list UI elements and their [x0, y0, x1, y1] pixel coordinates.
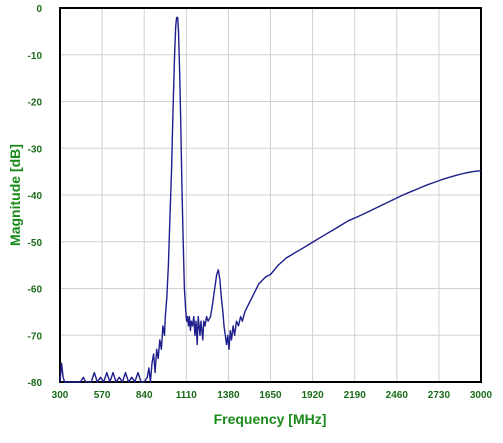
- y-tick-label: -40: [28, 191, 43, 202]
- x-tick-label: 2460: [386, 390, 409, 401]
- y-axis-title: Magnitude [dB]: [7, 144, 23, 246]
- x-tick-label: 3000: [470, 390, 493, 401]
- x-tick-label: 1650: [259, 390, 282, 401]
- x-tick-label: 1380: [217, 390, 240, 401]
- y-tick-label: -20: [28, 98, 43, 109]
- y-tick-label: -70: [28, 331, 43, 342]
- x-tick-label: 570: [94, 390, 111, 401]
- y-tick-label: -10: [28, 51, 43, 62]
- y-tick-label: 0: [36, 4, 42, 15]
- y-tick-label: -60: [28, 285, 43, 296]
- plot-frame: [59, 7, 482, 383]
- y-tick-label: -30: [28, 144, 43, 155]
- y-tick-label: -80: [28, 378, 43, 389]
- x-axis-title: Frequency [MHz]: [214, 411, 327, 427]
- series-layer: [59, 16, 482, 383]
- x-tick-label: 2190: [344, 390, 367, 401]
- x-tick-label: 300: [52, 390, 69, 401]
- x-tick-label: 1110: [176, 390, 198, 401]
- magnitude-series-line: [59, 16, 482, 383]
- tick-labels: 300 570 840 1110 1380 1650 1920 2190 2460 2730 300…: [28, 4, 493, 401]
- y-tick-label: -50: [28, 238, 43, 249]
- x-tick-label: 840: [136, 390, 153, 401]
- x-tick-label: 2730: [428, 390, 451, 401]
- grid: [60, 8, 481, 382]
- x-tick-label: 1920: [301, 390, 324, 401]
